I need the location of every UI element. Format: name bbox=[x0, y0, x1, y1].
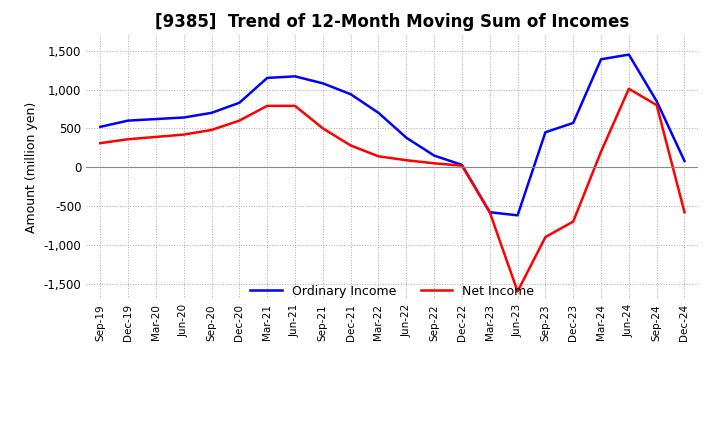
Ordinary Income bbox=[318, 81, 327, 86]
Net Income bbox=[346, 143, 355, 148]
Ordinary Income bbox=[513, 213, 522, 218]
Ordinary Income bbox=[597, 57, 606, 62]
Net Income bbox=[291, 103, 300, 109]
Net Income bbox=[318, 126, 327, 131]
Net Income bbox=[152, 134, 161, 139]
Net Income bbox=[430, 161, 438, 166]
Line: Ordinary Income: Ordinary Income bbox=[100, 55, 685, 215]
Net Income bbox=[207, 127, 216, 132]
Ordinary Income bbox=[207, 110, 216, 115]
Ordinary Income bbox=[124, 118, 132, 123]
Net Income bbox=[513, 289, 522, 294]
Net Income bbox=[569, 219, 577, 224]
Net Income bbox=[402, 158, 410, 163]
Title: [9385]  Trend of 12-Month Moving Sum of Incomes: [9385] Trend of 12-Month Moving Sum of I… bbox=[156, 13, 629, 31]
Net Income bbox=[374, 154, 383, 159]
Net Income bbox=[485, 209, 494, 215]
Net Income bbox=[179, 132, 188, 137]
Ordinary Income bbox=[485, 209, 494, 215]
Ordinary Income bbox=[569, 120, 577, 125]
Net Income bbox=[680, 209, 689, 215]
Ordinary Income bbox=[541, 130, 550, 135]
Ordinary Income bbox=[458, 162, 467, 168]
Ordinary Income bbox=[346, 92, 355, 97]
Ordinary Income bbox=[291, 74, 300, 79]
Line: Net Income: Net Income bbox=[100, 89, 685, 291]
Net Income bbox=[652, 103, 661, 108]
Net Income bbox=[235, 118, 243, 123]
Ordinary Income bbox=[402, 135, 410, 140]
Net Income bbox=[124, 136, 132, 142]
Ordinary Income bbox=[680, 158, 689, 164]
Ordinary Income bbox=[652, 99, 661, 104]
Ordinary Income bbox=[430, 153, 438, 158]
Y-axis label: Amount (million yen): Amount (million yen) bbox=[25, 102, 38, 233]
Ordinary Income bbox=[235, 100, 243, 106]
Ordinary Income bbox=[263, 75, 271, 81]
Ordinary Income bbox=[624, 52, 633, 57]
Ordinary Income bbox=[96, 124, 104, 129]
Ordinary Income bbox=[374, 110, 383, 115]
Net Income bbox=[541, 235, 550, 240]
Ordinary Income bbox=[179, 115, 188, 120]
Net Income bbox=[597, 149, 606, 154]
Legend: Ordinary Income, Net Income: Ordinary Income, Net Income bbox=[251, 285, 534, 298]
Net Income bbox=[96, 140, 104, 146]
Net Income bbox=[458, 163, 467, 168]
Net Income bbox=[263, 103, 271, 109]
Ordinary Income bbox=[152, 117, 161, 122]
Net Income bbox=[624, 86, 633, 92]
